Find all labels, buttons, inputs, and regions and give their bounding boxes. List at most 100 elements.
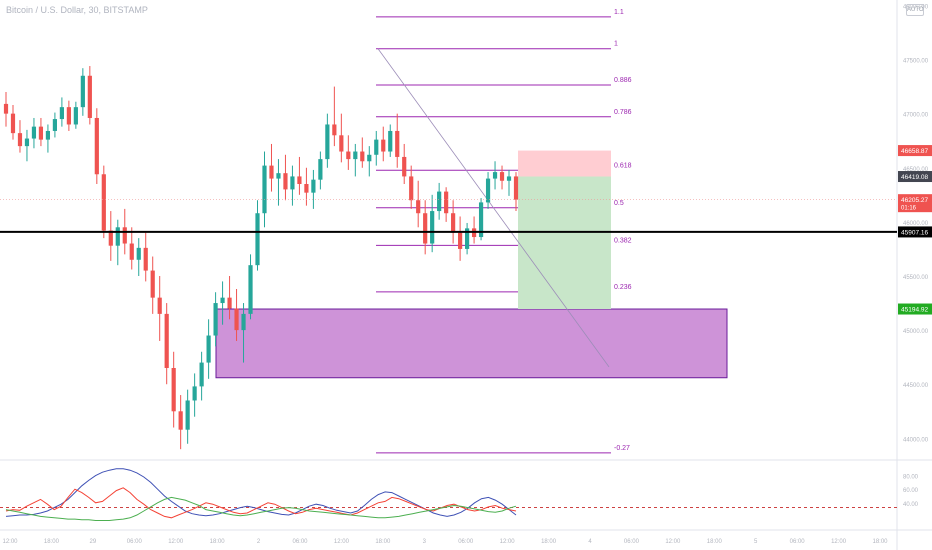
- time-tick-label: 12:00: [168, 539, 184, 545]
- candle-body: [66, 107, 71, 125]
- candle-body: [59, 107, 64, 120]
- price-tick-label: 45000.00: [903, 329, 929, 335]
- candle-body: [199, 362, 204, 387]
- candle-body: [388, 130, 393, 152]
- candle-body: [332, 124, 337, 136]
- price-label-text: 46419.08: [901, 174, 928, 181]
- candle-body: [437, 191, 442, 212]
- time-tick-label: 29: [90, 539, 97, 545]
- candle-body: [423, 213, 428, 244]
- candle-body: [10, 113, 16, 134]
- price-label-text: 45907.16: [901, 229, 928, 236]
- candle-body: [73, 107, 78, 125]
- candle-body: [87, 75, 92, 118]
- candle-body: [304, 184, 309, 193]
- fib-level-label: 0.618: [614, 162, 632, 169]
- candle-body: [101, 174, 106, 231]
- time-tick-label: 12:00: [2, 539, 18, 545]
- price-label-countdown: 01:16: [901, 206, 917, 212]
- candle-body: [94, 117, 99, 175]
- price-axis[interactable]: 48000.00 47500.00 47000.00 46500.00 46000.00…: [903, 4, 929, 443]
- candle-body: [108, 230, 113, 246]
- candle-body: [262, 165, 267, 214]
- candle-body: [150, 270, 155, 298]
- time-tick-label: 06:00: [624, 539, 640, 545]
- time-tick-label: 18:00: [707, 539, 723, 545]
- candle-body: [255, 213, 260, 266]
- take-profit-zone[interactable]: [518, 176, 611, 310]
- candle-body: [458, 232, 463, 249]
- time-tick-label: 2: [257, 539, 261, 545]
- candle-body: [283, 173, 288, 190]
- candle-body: [276, 173, 281, 179]
- price-tick-label: 47000.00: [903, 113, 929, 119]
- fib-level-label: 0.382: [614, 237, 632, 244]
- candle-body: [492, 172, 498, 179]
- candle-body: [241, 313, 246, 331]
- candle-body: [297, 176, 302, 184]
- candle-body: [143, 247, 148, 271]
- candle-body: [122, 227, 127, 244]
- price-label-text: 46658.87: [901, 148, 928, 155]
- candle-body: [353, 151, 358, 160]
- candlestick-series: [0, 66, 897, 450]
- time-axis[interactable]: 12:00 18:00 29 06:00 12:00 18:00 2 06:00 12:00 18…: [2, 539, 888, 545]
- candle-body: [318, 159, 323, 180]
- candle-body: [248, 265, 253, 314]
- candle-body: [185, 400, 190, 430]
- demand-zone[interactable]: [215, 308, 728, 379]
- time-tick-label: 06:00: [458, 539, 474, 545]
- candle-body: [367, 154, 372, 162]
- time-tick-label: 18:00: [375, 539, 391, 545]
- candle-body: [31, 126, 37, 139]
- oscillator-pane: 80.00 60.00 40.00: [0, 468, 919, 521]
- osc-tick-label: 60.00: [903, 488, 919, 494]
- candle-body: [129, 243, 134, 260]
- price-label-text: 46205.27: [901, 197, 928, 204]
- candle-body: [485, 178, 491, 203]
- time-tick-label: 4: [588, 539, 592, 545]
- time-tick-label: 18:00: [210, 539, 226, 545]
- candle-body: [402, 156, 407, 177]
- price-tick-label: 44500.00: [903, 383, 929, 389]
- candle-body: [164, 313, 169, 368]
- price-tick-label: 45500.00: [903, 275, 929, 281]
- auto-scale-button[interactable]: AUTO: [906, 4, 924, 16]
- candle-body: [3, 103, 9, 114]
- time-tick-label: 18:00: [872, 539, 888, 545]
- candle-body: [17, 133, 23, 147]
- candle-body: [157, 297, 162, 314]
- price-labels: 46658.87 46419.08 46205.27 01:16 45907.16 451…: [898, 145, 932, 315]
- candle-body: [136, 247, 141, 260]
- price-label-bg: [898, 303, 932, 315]
- candle-body: [506, 176, 512, 181]
- candle-body: [80, 75, 85, 108]
- fib-level-label: 1: [614, 41, 618, 48]
- price-tick-label: 46000.00: [903, 221, 929, 227]
- time-tick-label: 3: [423, 539, 427, 545]
- candle-body: [395, 130, 400, 157]
- time-tick-label: 18:00: [541, 539, 557, 545]
- osc-tick-label: 80.00: [903, 475, 919, 481]
- candle-body: [513, 176, 519, 200]
- candle-body: [360, 151, 365, 162]
- osc-tick-label: 40.00: [903, 502, 919, 508]
- trend-line[interactable]: [377, 48, 610, 368]
- candle-body: [346, 151, 351, 160]
- osc-series-line: [5, 487, 517, 519]
- candle-body: [24, 138, 30, 147]
- osc-series-line: [5, 468, 517, 517]
- stop-loss-zone[interactable]: [518, 150, 611, 177]
- candle-body: [430, 211, 435, 244]
- time-tick-label: 06:00: [127, 539, 143, 545]
- chart-title: Bitcoin / U.S. Dollar, 30, BITSTAMP: [6, 5, 148, 15]
- candle-body: [206, 335, 211, 363]
- time-tick-label: 12:00: [334, 539, 350, 545]
- candle-body: [192, 386, 197, 401]
- candle-body: [178, 411, 183, 430]
- candle-body: [451, 213, 456, 233]
- price-label-text: 45194.92: [901, 307, 928, 314]
- price-label-bg: [898, 145, 932, 157]
